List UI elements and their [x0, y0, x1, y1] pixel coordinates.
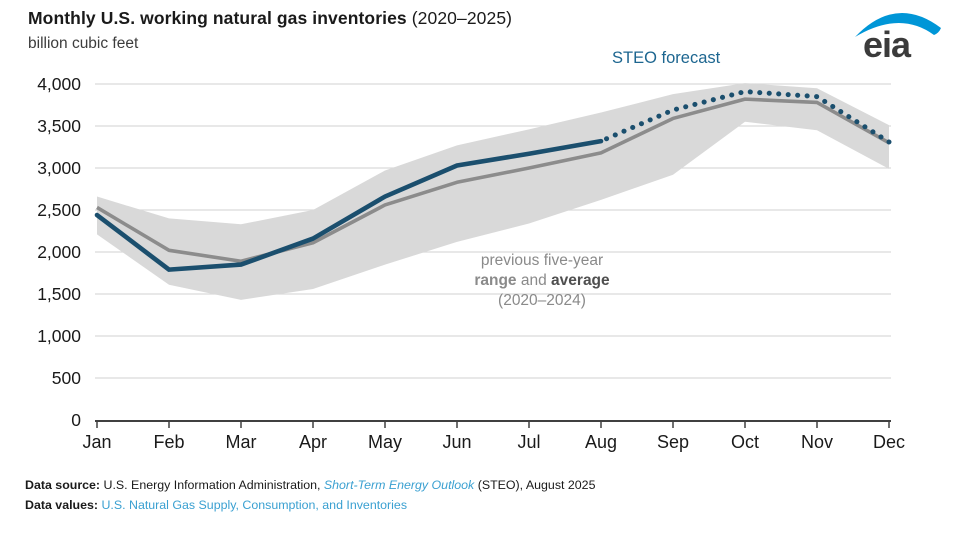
actual-2025-line — [94, 138, 604, 272]
x-tick-label: Sep — [657, 432, 689, 452]
steo-outlook-link[interactable]: Short-Term Energy Outlook — [323, 478, 475, 492]
x-tick-label: Jul — [517, 432, 540, 452]
x-tick-label: Dec — [873, 432, 905, 452]
range-average-annotation: previous five-year range and average (20… — [440, 251, 644, 311]
y-tick-label: 1,000 — [37, 326, 81, 346]
eia-swoosh-icon — [855, 12, 941, 37]
five-year-average-line — [96, 97, 890, 264]
y-tick-label: 3,000 — [37, 158, 81, 178]
annotation-range-word: range — [474, 272, 517, 289]
footer: Data source: U.S. Energy Information Adm… — [25, 476, 595, 515]
eia-logo: eia — [855, 12, 941, 62]
annotation-line1: previous five-year — [480, 252, 604, 269]
y-tick-label: 2,000 — [37, 242, 81, 262]
y-tick-label: 0 — [71, 410, 81, 430]
y-tick-label: 4,000 — [37, 74, 81, 94]
eia-logo-text: eia — [863, 24, 912, 62]
page-title: Monthly U.S. working natural gas invento… — [28, 8, 512, 29]
x-tick-label: Oct — [731, 432, 759, 452]
y-tick-label: 3,500 — [37, 116, 81, 136]
page-title-period: (2020–2025) — [411, 8, 513, 28]
x-tick-label: Nov — [801, 432, 833, 452]
y-tick-label: 2,500 — [37, 200, 81, 220]
steo-forecast-label: STEO forecast — [612, 49, 721, 67]
x-tick-label: Mar — [226, 432, 257, 452]
footer-values-line: Data values: U.S. Natural Gas Supply, Co… — [25, 496, 595, 516]
x-tick-label: Jun — [442, 432, 471, 452]
page-title-main: Monthly U.S. working natural gas invento… — [28, 8, 412, 28]
annotation-line3: (2020–2024) — [498, 292, 586, 309]
footer-values-label: Data values: — [25, 497, 102, 512]
footer-source-text: U.S. Energy Information Administration, — [103, 478, 324, 492]
annotation-average-word: average — [551, 272, 610, 289]
data-values-link[interactable]: U.S. Natural Gas Supply, Consumption, an… — [101, 497, 408, 512]
footer-source-line: Data source: U.S. Energy Information Adm… — [25, 476, 595, 496]
y-tick-label: 500 — [52, 368, 81, 388]
x-tick-label: Jan — [82, 432, 111, 452]
title-block: Monthly U.S. working natural gas invento… — [28, 8, 512, 53]
annotation-and-word: and — [516, 272, 552, 289]
footer-source-label: Data source: — [25, 478, 104, 492]
chart-subtitle: billion cubic feet — [28, 35, 139, 52]
footer-source-suffix: (STEO), August 2025 — [474, 478, 596, 492]
y-tick-label: 1,500 — [37, 284, 81, 304]
x-tick-label: May — [368, 432, 402, 452]
x-tick-label: Apr — [299, 432, 327, 452]
x-tick-label: Feb — [153, 432, 184, 452]
annotation-line2: range and average — [440, 271, 644, 291]
x-tick-label: Aug — [585, 432, 617, 452]
steo-forecast-line — [598, 89, 892, 145]
